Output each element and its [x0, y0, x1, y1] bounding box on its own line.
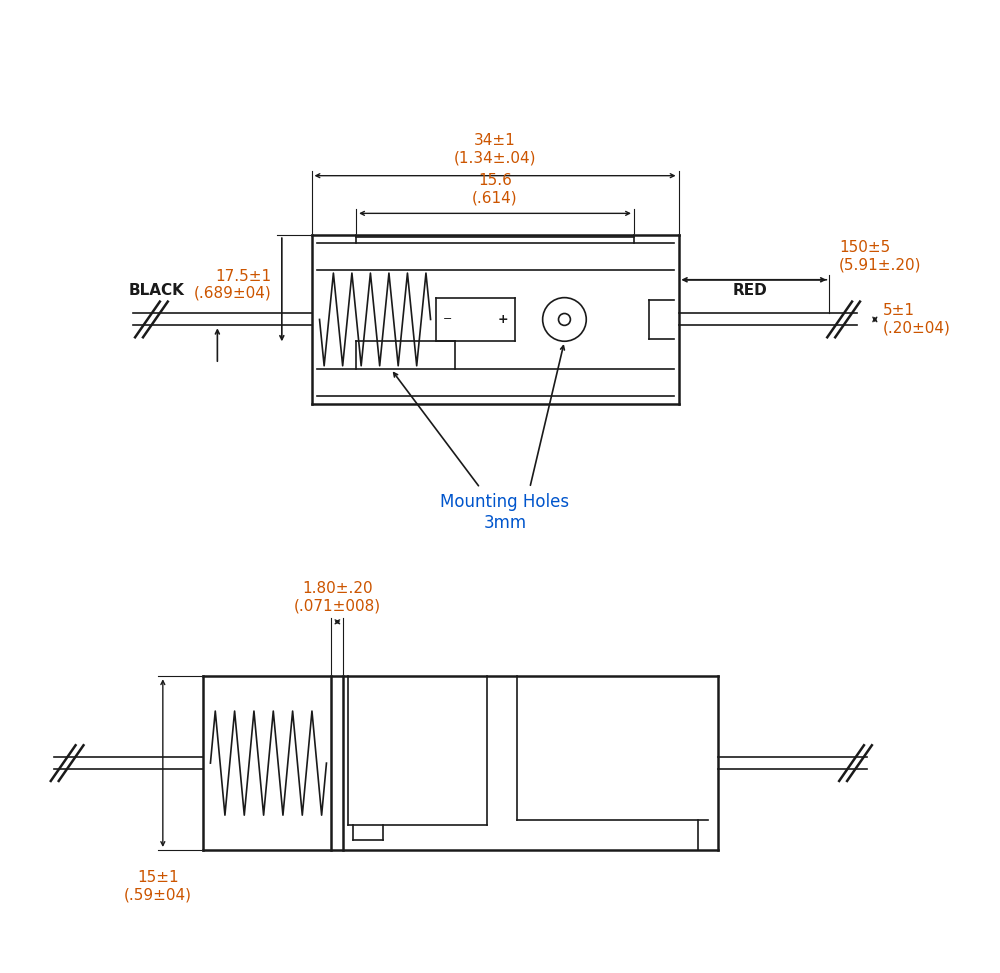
- Text: 1.80±.20
(.071±008): 1.80±.20 (.071±008): [294, 582, 381, 614]
- Text: 5±1
(.20±04): 5±1 (.20±04): [883, 304, 951, 336]
- Text: Mounting Holes
3mm: Mounting Holes 3mm: [440, 493, 570, 531]
- Text: BLACK: BLACK: [128, 282, 184, 298]
- Text: 34±1
(1.34±.04): 34±1 (1.34±.04): [454, 133, 536, 165]
- Text: 17.5±1
(.689±04): 17.5±1 (.689±04): [194, 269, 272, 301]
- Text: +: +: [498, 313, 508, 326]
- Text: 15±1
(.59±04): 15±1 (.59±04): [124, 870, 192, 902]
- Text: 15.6
(.614): 15.6 (.614): [472, 173, 518, 205]
- Text: RED: RED: [733, 282, 768, 298]
- Text: −: −: [443, 314, 452, 324]
- Text: 150±5
(5.91±.20): 150±5 (5.91±.20): [839, 240, 922, 272]
